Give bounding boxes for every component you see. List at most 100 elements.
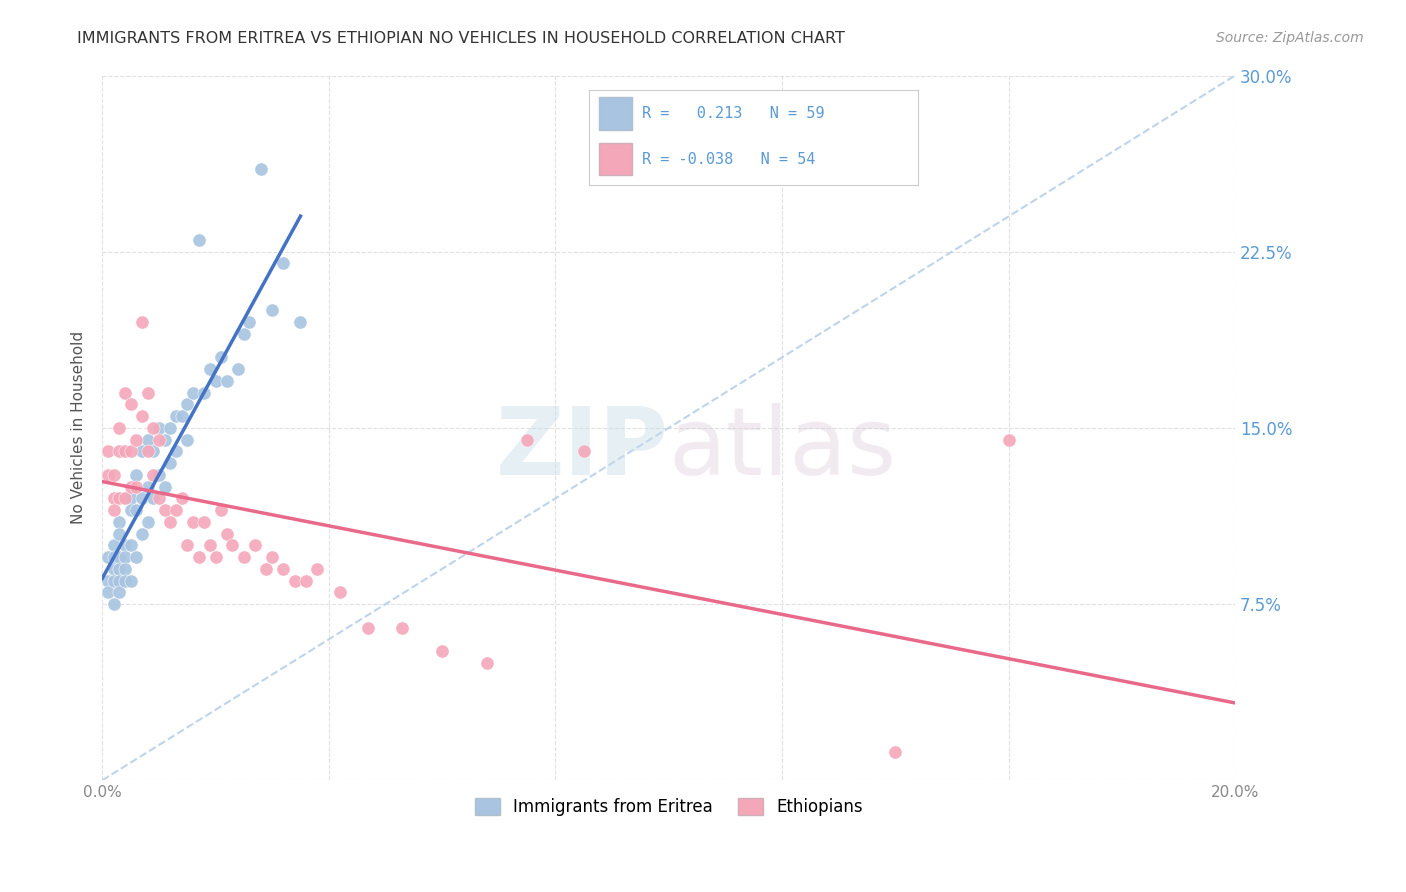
Point — [262, 550, 284, 565]
Point — [125, 503, 148, 517]
Point — [238, 315, 260, 329]
Point — [226, 362, 249, 376]
Point — [198, 362, 221, 376]
Point — [108, 562, 131, 576]
Point — [148, 433, 170, 447]
Point — [136, 480, 159, 494]
Point — [125, 467, 148, 482]
Point — [125, 433, 148, 447]
Point — [159, 421, 181, 435]
Point — [165, 503, 187, 517]
Point — [250, 162, 273, 177]
Point — [108, 491, 131, 506]
Point — [170, 491, 193, 506]
Point — [103, 503, 125, 517]
Point — [108, 515, 131, 529]
Point — [204, 374, 226, 388]
Point — [148, 467, 170, 482]
Point — [243, 538, 266, 552]
Point — [114, 491, 136, 506]
Point — [120, 480, 142, 494]
Point — [103, 574, 125, 588]
Point — [114, 538, 136, 552]
Point — [391, 621, 413, 635]
Point — [176, 433, 198, 447]
Point — [131, 491, 153, 506]
Point — [136, 515, 159, 529]
Point — [114, 385, 136, 400]
Point — [136, 433, 159, 447]
Point — [114, 444, 136, 458]
Point — [103, 562, 125, 576]
Point — [193, 385, 215, 400]
Point — [120, 397, 142, 411]
Point — [153, 480, 176, 494]
Text: IMMIGRANTS FROM ERITREA VS ETHIOPIAN NO VEHICLES IN HOUSEHOLD CORRELATION CHART: IMMIGRANTS FROM ERITREA VS ETHIOPIAN NO … — [77, 31, 845, 46]
Point — [516, 433, 538, 447]
Point — [215, 526, 238, 541]
Point — [204, 550, 226, 565]
Point — [209, 503, 232, 517]
Point — [357, 621, 380, 635]
Point — [114, 574, 136, 588]
Point — [997, 433, 1019, 447]
Point — [153, 503, 176, 517]
Point — [108, 526, 131, 541]
Point — [120, 538, 142, 552]
Point — [148, 491, 170, 506]
Point — [97, 467, 120, 482]
Point — [572, 444, 595, 458]
Point — [142, 491, 165, 506]
Text: Source: ZipAtlas.com: Source: ZipAtlas.com — [1216, 31, 1364, 45]
Point — [884, 745, 907, 759]
Point — [103, 550, 125, 565]
Point — [108, 444, 131, 458]
Text: ZIP: ZIP — [496, 403, 669, 495]
Point — [209, 351, 232, 365]
Point — [273, 562, 295, 576]
Point — [142, 444, 165, 458]
Point — [329, 585, 352, 599]
Point — [430, 644, 453, 658]
Point — [97, 550, 120, 565]
Point — [187, 550, 209, 565]
Y-axis label: No Vehicles in Household: No Vehicles in Household — [72, 331, 86, 524]
Point — [232, 326, 254, 341]
Point — [165, 444, 187, 458]
Point — [187, 233, 209, 247]
Point — [181, 515, 204, 529]
Point — [120, 444, 142, 458]
Point — [114, 491, 136, 506]
Point — [215, 374, 238, 388]
Point — [103, 538, 125, 552]
Point — [307, 562, 329, 576]
Point — [159, 515, 181, 529]
Point — [103, 491, 125, 506]
Point — [176, 538, 198, 552]
Point — [131, 315, 153, 329]
Point — [120, 574, 142, 588]
Point — [108, 421, 131, 435]
Point — [148, 421, 170, 435]
Point — [136, 385, 159, 400]
Point — [97, 585, 120, 599]
Point — [170, 409, 193, 424]
Point — [114, 562, 136, 576]
Point — [176, 397, 198, 411]
Legend: Immigrants from Eritrea, Ethiopians: Immigrants from Eritrea, Ethiopians — [467, 790, 870, 825]
Point — [125, 550, 148, 565]
Point — [284, 574, 307, 588]
Point — [103, 467, 125, 482]
Point — [290, 315, 312, 329]
Point — [165, 409, 187, 424]
Point — [131, 526, 153, 541]
Point — [181, 385, 204, 400]
Point — [262, 303, 284, 318]
Point — [108, 585, 131, 599]
Point — [193, 515, 215, 529]
Point — [159, 456, 181, 470]
Point — [108, 574, 131, 588]
Point — [103, 597, 125, 611]
Point — [142, 421, 165, 435]
Point — [97, 574, 120, 588]
